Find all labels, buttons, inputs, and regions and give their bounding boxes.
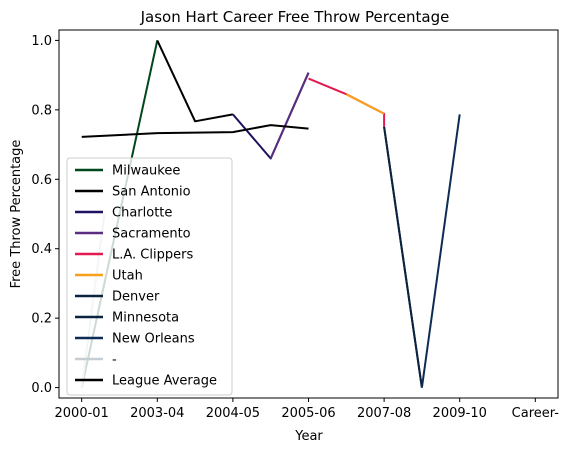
y-tick-label: 0.6: [31, 173, 52, 188]
legend-entry-new-orleans: New Orleans: [112, 332, 195, 347]
y-tick-label: 0.2: [31, 312, 52, 327]
legend-entry-utah: Utah: [112, 269, 143, 284]
legend-entry-charlotte: Charlotte: [112, 206, 172, 221]
legend-entry-san-antonio: San Antonio: [112, 185, 191, 200]
y-tick-label: 0.8: [31, 103, 52, 118]
legend: Milwaukee San Antonio Charlotte Sacramento L…: [67, 158, 232, 395]
y-axis: 0.0 0.2 0.4 0.6 0.8 1.0: [31, 34, 59, 396]
legend-entry-dash: -: [112, 353, 117, 368]
x-tick-label: 2005-06: [281, 406, 335, 421]
series-line-minnesota: [384, 127, 422, 388]
series-line-l-a-clippers: [309, 79, 385, 127]
x-tick-label: 2000-01: [55, 406, 109, 421]
x-tick-label: 2003-04: [130, 406, 184, 421]
x-axis-label: Year: [294, 429, 323, 444]
legend-entry-league-average: League Average: [112, 374, 217, 389]
x-tick-label: 2009-10: [433, 406, 487, 421]
series-line-sacramento: [271, 73, 309, 159]
series-line-utah: [346, 94, 384, 114]
y-tick-label: 0.4: [31, 242, 52, 257]
y-tick-label: 1.0: [31, 34, 52, 49]
chart-title: Jason Hart Career Free Throw Percentage: [140, 8, 450, 26]
series-line-san-antonio: [157, 40, 233, 121]
x-tick-label: 2007-08: [357, 406, 411, 421]
legend-entry-milwaukee: Milwaukee: [112, 164, 180, 179]
legend-entry-denver: Denver: [112, 290, 160, 305]
x-axis: 2000-01 2003-04 2004-05 2005-06 2007-08 2009-…: [55, 398, 560, 421]
legend-entry-l-a-clippers: L.A. Clippers: [112, 248, 193, 263]
legend-entry-sacramento: Sacramento: [112, 227, 191, 242]
x-tick-label: 2004-05: [206, 406, 260, 421]
y-tick-label: 0.0: [31, 381, 52, 396]
legend-entry-minnesota: Minnesota: [112, 311, 179, 326]
series-line-new-orleans: [422, 114, 460, 387]
series-line-league-average: [82, 125, 309, 137]
y-axis-label: Free Throw Percentage: [9, 140, 24, 289]
x-tick-label: Career-: [512, 406, 560, 421]
series-line-charlotte: [233, 73, 309, 159]
